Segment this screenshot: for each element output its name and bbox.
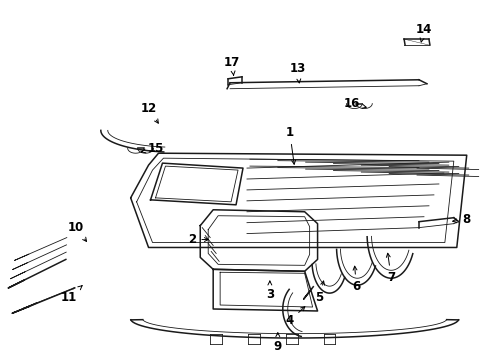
Text: 4: 4 — [285, 307, 304, 327]
Text: 12: 12 — [140, 102, 158, 123]
Text: 10: 10 — [68, 221, 86, 242]
Text: 2: 2 — [188, 233, 208, 246]
Text: 7: 7 — [386, 253, 394, 284]
Text: 13: 13 — [289, 62, 305, 83]
Text: 17: 17 — [224, 57, 240, 75]
Text: 6: 6 — [351, 266, 360, 293]
Text: 16: 16 — [343, 97, 366, 110]
Text: 9: 9 — [273, 333, 282, 353]
Text: 1: 1 — [285, 126, 295, 164]
Text: 11: 11 — [61, 286, 82, 303]
Text: 5: 5 — [315, 281, 324, 303]
Text: 3: 3 — [265, 281, 273, 301]
Text: 15: 15 — [141, 142, 163, 155]
Text: 14: 14 — [415, 23, 431, 42]
Text: 8: 8 — [452, 213, 470, 226]
